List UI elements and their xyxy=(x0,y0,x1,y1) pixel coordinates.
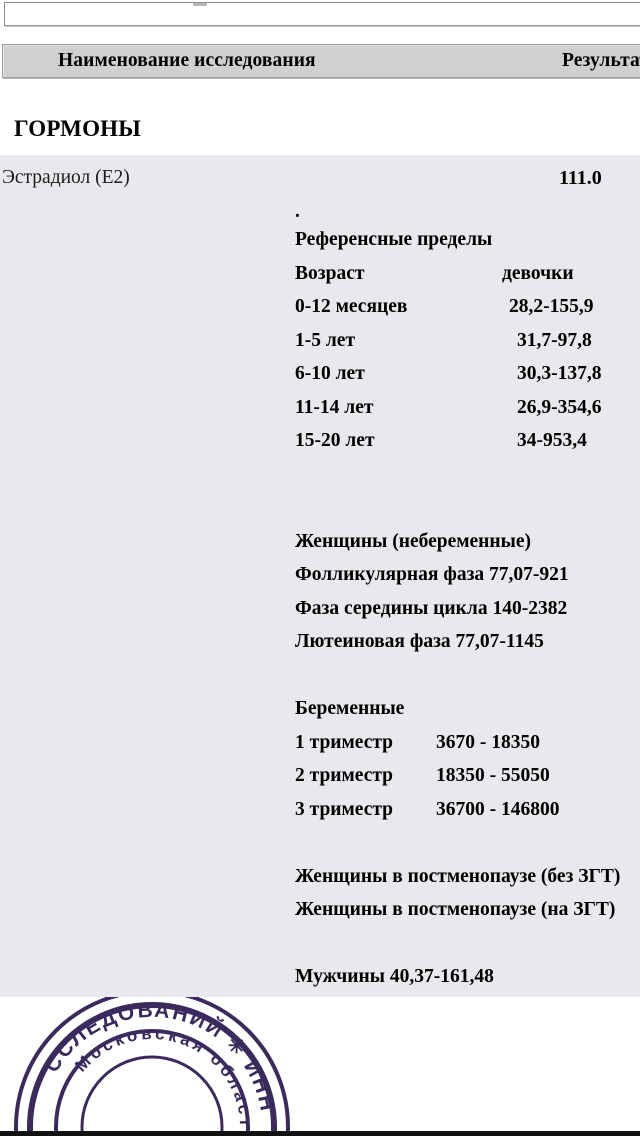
reference-women-title: Женщины (небеременные) xyxy=(295,530,532,552)
reference-age-value: 26,9-354,6 xyxy=(517,396,602,418)
section-heading-hormones: ГОРМОНЫ xyxy=(14,116,142,141)
analyte-result-value: 111.0 xyxy=(559,167,602,189)
reference-title: Референсные пределы xyxy=(295,229,493,250)
reference-trimester-value: 36700 - 146800 xyxy=(436,798,560,820)
reference-trimester-row: 3 триместр 36700 - 146800 xyxy=(295,793,640,827)
reference-age-label: 11-14 лет xyxy=(295,396,374,418)
reference-spacer xyxy=(295,458,640,492)
reference-age-label: 15-20 лет xyxy=(295,430,375,451)
reference-age-label: 6-10 лет xyxy=(295,363,365,384)
reference-age-value: 28,2-155,9 xyxy=(509,296,594,317)
reference-age-label: 1-5 лет xyxy=(295,329,356,351)
reference-women-row: Фаза середины цикла 140-2382 xyxy=(295,597,568,619)
reference-trimester-row: 1 триместр 3670 - 18350 xyxy=(295,726,640,760)
stamp-area: ССЛЕДОВАНИЙ ✳ ИНН 5009046778 ✳ ООО ·КДЛ … xyxy=(0,997,640,1136)
bottom-rule xyxy=(0,1131,640,1136)
reference-postmenopause-row: Женщины в постменопаузе (без ЗГТ) xyxy=(295,865,621,887)
reference-trimester-value: 3670 - 18350 xyxy=(436,731,540,753)
column-header-result: Результат xyxy=(562,50,640,71)
reference-age-value: 30,3-137,8 xyxy=(517,363,602,384)
reference-spacer xyxy=(295,826,640,860)
reference-postmenopause-row: Женщины в постменопаузе (на ЗГТ) xyxy=(295,899,616,920)
reference-age-header: Возраст девочки xyxy=(295,257,640,291)
reference-men-row: Мужчины 40,37-161,48 xyxy=(295,966,494,987)
reference-age-label: 0-12 месяцев xyxy=(295,296,408,317)
reference-age-header-value: девочки xyxy=(502,262,574,284)
top-box-notch xyxy=(193,3,207,6)
reference-age-value: 31,7-97,8 xyxy=(517,329,592,351)
reference-trimester-label: 1 триместр xyxy=(295,731,394,753)
reference-women-row: Лютеиновая фаза 77,07-1145 xyxy=(295,631,544,652)
column-header-name: Наименование исследования xyxy=(58,50,316,71)
reference-trimester-value: 18350 - 55050 xyxy=(436,765,550,786)
reference-age-row: 6-10 лет 30,3-137,8 xyxy=(295,357,640,391)
reference-ranges-block: . Референсные пределы Возраст девочки 0-… xyxy=(295,201,640,994)
reference-age-row: 1-5 лет 31,7-97,8 xyxy=(295,324,640,358)
reference-trimester-row: 2 триместр 18350 - 55050 xyxy=(295,759,640,793)
reference-trimester-label: 3 триместр xyxy=(295,798,394,820)
result-panel: Эстрадиол (Е2) 111.0 . Референсные преде… xyxy=(0,155,640,997)
reference-age-row: 0-12 месяцев 28,2-155,9 xyxy=(295,290,640,324)
company-seal-stamp: ССЛЕДОВАНИЙ ✳ ИНН 5009046778 ✳ ООО ·КДЛ … xyxy=(10,997,290,1136)
reference-bullet-dot: . xyxy=(295,201,300,222)
reference-pregnant-title: Беременные xyxy=(295,698,405,719)
reference-trimester-label: 2 триместр xyxy=(295,765,394,786)
reference-age-value: 34-953,4 xyxy=(517,430,587,451)
reference-age-header-label: Возраст xyxy=(295,262,365,284)
analyte-name: Эстрадиол (Е2) xyxy=(2,167,130,188)
reference-age-row: 15-20 лет 34-953,4 xyxy=(295,424,640,458)
reference-age-row: 11-14 лет 26,9-354,6 xyxy=(295,391,640,425)
top-input-box[interactable] xyxy=(4,2,640,26)
reference-women-row: Фолликулярная фаза 77,07-921 xyxy=(295,564,569,585)
table-header-bar: Наименование исследования Результат xyxy=(2,44,640,78)
reference-spacer xyxy=(295,659,640,693)
reference-spacer xyxy=(295,491,640,525)
reference-spacer xyxy=(295,927,640,961)
